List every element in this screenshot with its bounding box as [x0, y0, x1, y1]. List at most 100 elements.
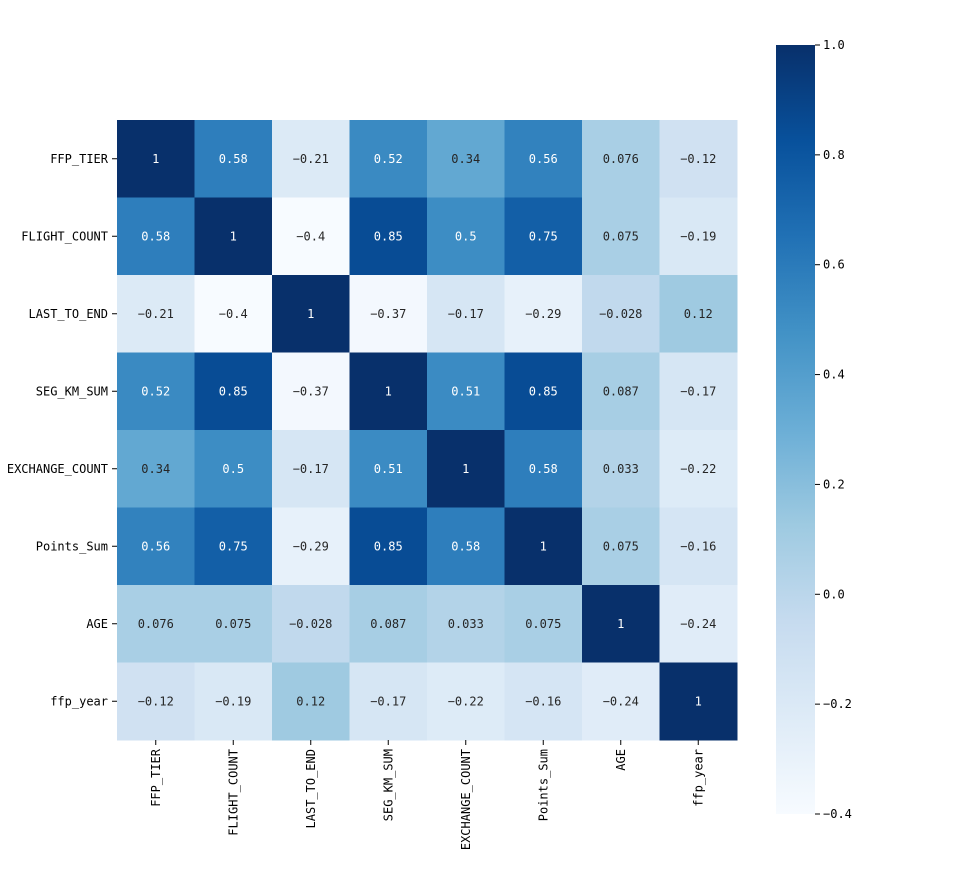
heatmap-cell — [194, 352, 273, 431]
heatmap-cell — [117, 585, 195, 663]
cell-annotation: 0.075 — [603, 539, 639, 553]
heatmap-cell — [427, 585, 505, 663]
cell-annotation: 0.75 — [219, 539, 248, 553]
heatmap-cell — [117, 507, 195, 586]
cell-annotation: −0.22 — [448, 694, 484, 708]
y-tick-label: SEG_KM_SUM — [36, 384, 108, 398]
heatmap-cell — [117, 430, 195, 508]
heatmap-cells — [117, 120, 738, 741]
cell-annotation: 0.85 — [529, 384, 558, 398]
cell-annotation: 0.85 — [374, 229, 403, 243]
cell-annotation: −0.19 — [215, 694, 251, 708]
x-tick-label: EXCHANGE_COUNT — [459, 749, 473, 850]
cell-annotation: −0.12 — [680, 152, 716, 166]
cell-annotation: −0.24 — [603, 694, 639, 708]
heatmap-cell — [194, 507, 273, 586]
cell-annotation: 0.85 — [374, 539, 403, 553]
heatmap-cell — [427, 275, 505, 353]
heatmap-cell — [427, 120, 505, 198]
cell-annotation: −0.19 — [680, 229, 716, 243]
heatmap-cell — [582, 275, 660, 353]
cell-annotation: 0.52 — [141, 384, 170, 398]
cell-annotation: 0.56 — [529, 152, 558, 166]
cell-annotation: 0.075 — [603, 229, 639, 243]
y-tick-label: FLIGHT_COUNT — [21, 229, 108, 243]
cell-annotation: −0.17 — [370, 694, 406, 708]
heatmap-cell — [194, 430, 273, 508]
heatmap-cell — [582, 430, 660, 508]
y-tick-label: EXCHANGE_COUNT — [7, 462, 108, 476]
cell-annotation: −0.37 — [293, 384, 329, 398]
cell-annotation: 1 — [617, 617, 624, 631]
heatmap-cell — [117, 662, 195, 741]
cell-annotation: 0.12 — [296, 694, 325, 708]
cell-annotation: 0.51 — [374, 462, 403, 476]
colorbar-tick-label: 0.6 — [823, 258, 845, 272]
cell-annotation: 0.51 — [451, 384, 480, 398]
cell-annotation: 0.087 — [603, 384, 639, 398]
cell-annotation: −0.028 — [289, 617, 332, 631]
heatmap-cell — [582, 662, 660, 741]
x-tick-label: LAST_TO_END — [304, 749, 318, 828]
cell-annotation: 0.34 — [451, 152, 480, 166]
heatmap-cell — [659, 507, 738, 586]
heatmap-cell — [272, 275, 350, 353]
cell-annotation: −0.16 — [525, 694, 561, 708]
cell-annotation: −0.16 — [680, 539, 716, 553]
cell-annotation: 0.75 — [529, 229, 558, 243]
colorbar-tick-label: −0.4 — [823, 807, 852, 821]
heatmap-cell — [349, 507, 428, 586]
heatmap-cell — [659, 275, 738, 353]
cell-annotation: 0.087 — [370, 617, 406, 631]
x-axis-ticks: FFP_TIER FLIGHT_COUNT LAST_TO_END SEG_KM_SU… — [149, 740, 705, 850]
x-tick-label: SEG_KM_SUM — [381, 749, 395, 821]
y-tick-label: FFP_TIER — [50, 152, 109, 166]
heatmap-cell — [349, 197, 428, 276]
cell-annotation: −0.22 — [680, 462, 716, 476]
y-tick-label: AGE — [86, 617, 108, 631]
heatmap-cell — [504, 430, 583, 508]
heatmap-cell — [272, 352, 350, 431]
cell-annotation: 1 — [152, 152, 159, 166]
heatmap-cell — [659, 430, 738, 508]
cell-annotation: −0.29 — [293, 539, 329, 553]
heatmap-cell — [504, 275, 583, 353]
cell-annotation: 0.58 — [141, 229, 170, 243]
heatmap-cell — [117, 352, 195, 431]
cell-annotation: 0.033 — [448, 617, 484, 631]
cell-annotation: 0.076 — [603, 152, 639, 166]
cell-annotation: −0.4 — [219, 307, 248, 321]
heatmap-cell — [194, 662, 273, 741]
heatmap-cell — [659, 662, 738, 741]
cell-annotation: −0.4 — [296, 229, 325, 243]
x-tick-label: AGE — [614, 749, 628, 771]
heatmap-cell — [504, 662, 583, 741]
heatmap-cell — [117, 275, 195, 353]
heatmap-cell — [659, 197, 738, 276]
heatmap-cell — [349, 120, 428, 198]
heatmap-cell — [582, 507, 660, 586]
heatmap-cell — [272, 662, 350, 741]
heatmap-cell — [194, 585, 273, 663]
colorbar-ticks: 1.0 0.8 0.6 0.4 0.2 0.0 −0.2 −0.4 — [815, 38, 852, 821]
heatmap-cell — [272, 507, 350, 586]
heatmap-cell — [349, 275, 428, 353]
colorbar-tick-label: −0.2 — [823, 697, 852, 711]
heatmap-cell — [427, 430, 505, 508]
heatmap-cell — [272, 120, 350, 198]
colorbar-tick-label: 0.2 — [823, 477, 845, 491]
y-tick-label: LAST_TO_END — [29, 307, 108, 321]
x-tick-label: FLIGHT_COUNT — [226, 749, 240, 836]
cell-annotation: 0.075 — [215, 617, 251, 631]
cell-annotation: 0.075 — [525, 617, 561, 631]
cell-annotation: 0.58 — [451, 539, 480, 553]
cell-annotation: −0.12 — [138, 694, 174, 708]
cell-annotation: 1 — [462, 462, 469, 476]
cell-annotation: 0.85 — [219, 384, 248, 398]
heatmap-cell — [349, 352, 428, 431]
heatmap-cell — [582, 585, 660, 663]
x-tick-label: Points_Sum — [536, 749, 550, 821]
cell-annotation: 0.58 — [219, 152, 248, 166]
cell-annotation: 0.52 — [374, 152, 403, 166]
heatmap-cell — [194, 120, 273, 198]
